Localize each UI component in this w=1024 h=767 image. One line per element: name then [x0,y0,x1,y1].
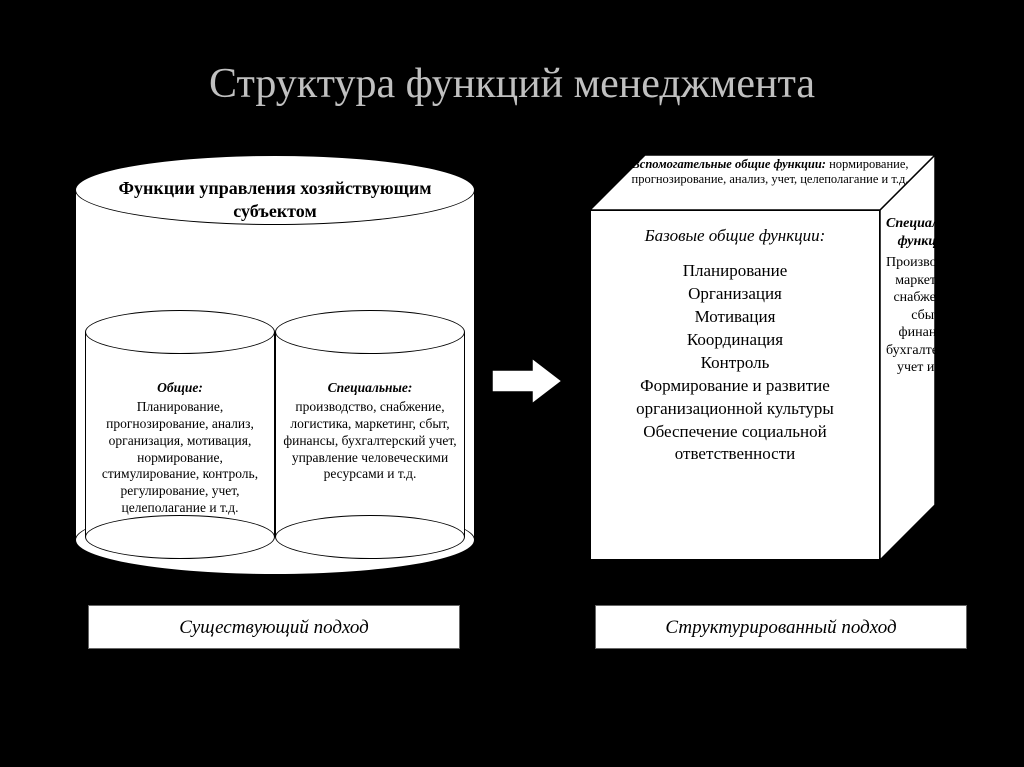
cube-side-heading: Специальные функции: [886,215,968,250]
cylinder-inner-right: Специальные: производство, снабжение, ло… [275,310,465,555]
cube-side-body: Производство, маркетинг, снабжение, сбыт… [886,255,973,375]
cylinder-inner-right-bottom [275,515,465,559]
cube-side-text: Специальные функции: Производство, марке… [886,215,968,377]
cube-front-body: ПланированиеОрганизацияМотивацияКоордина… [636,261,834,464]
cylinder-inner-left-bottom [85,515,275,559]
cube-diagram: Специальные функции: Производство, марке… [590,155,975,565]
cylinder-diagram: Функции управления хозяйствующим субъект… [75,155,475,565]
cylinder-inner-left-text: Общие: Планирование, прогнозирование, ан… [91,380,269,517]
cylinder-inner-right-text: Специальные: производство, снабжение, ло… [281,380,459,483]
caption-right: Структурированный подход [595,605,967,649]
cylinder-right-body: производство, снабжение, логистика, марк… [283,399,456,482]
cube-top-text: Вспомогательные общие функции: нормирова… [620,157,920,187]
cylinder-left-body: Планирование, прогнозирование, анализ, о… [102,399,258,515]
cube-top-heading: Вспомогательные общие функции: [631,157,826,171]
cylinder-left-heading: Общие: [91,380,269,397]
cube-front-heading: Базовые общие функции: [599,225,871,248]
cylinder-inner-left: Общие: Планирование, прогнозирование, ан… [85,310,275,555]
caption-left: Существующий подход [88,605,460,649]
slide-title: Структура функций менеджмента [0,60,1024,108]
arrow-icon [492,358,562,404]
cylinder-right-heading: Специальные: [281,380,459,397]
cube-side-face: Специальные функции: Производство, марке… [880,155,975,561]
cylinder-outer-title: Функции управления хозяйствующим субъект… [75,177,475,222]
cylinder-inner-right-top [275,310,465,354]
cylinder-inner-left-top [85,310,275,354]
cube-front-face: Базовые общие функции: ПланированиеОрган… [590,210,880,560]
cube-top-face: Вспомогательные общие функции: нормирова… [590,155,935,211]
